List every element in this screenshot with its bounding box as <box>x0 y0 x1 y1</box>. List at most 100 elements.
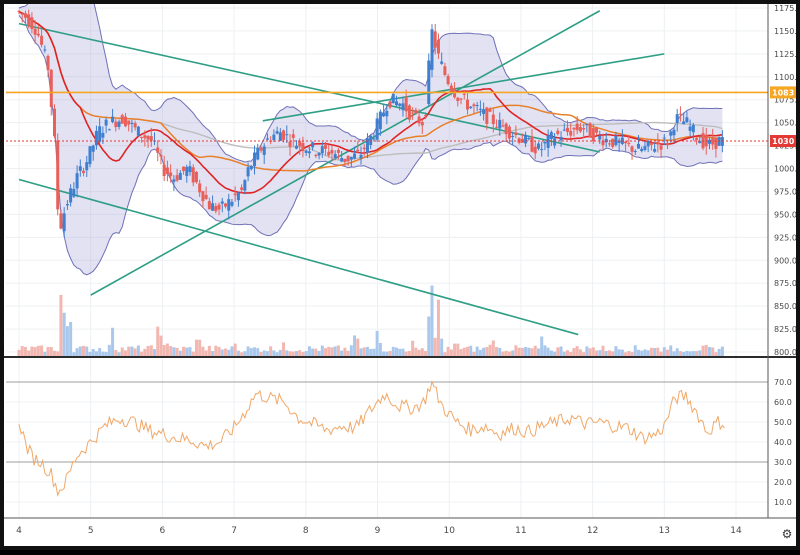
candle-body <box>682 121 686 125</box>
volume-bar <box>633 345 637 356</box>
candle-body <box>201 191 205 202</box>
candle-body <box>707 139 711 144</box>
volume-bar <box>211 350 215 356</box>
volume-bar <box>395 347 399 356</box>
candle-body <box>298 141 302 147</box>
candle-body <box>120 115 124 124</box>
volume-bar <box>649 347 653 356</box>
volume-bar <box>465 346 469 356</box>
candle-body <box>69 188 73 203</box>
volume-bar <box>614 346 618 356</box>
volume-bar <box>449 349 453 356</box>
volume-bar <box>336 345 340 356</box>
candle-body <box>446 76 450 85</box>
candle-body <box>672 129 676 136</box>
candle-body <box>324 145 328 149</box>
candle-body <box>514 132 518 136</box>
volume-bar <box>40 345 44 356</box>
volume-bar <box>517 347 521 356</box>
volume-bar <box>707 347 711 356</box>
candle-body <box>194 171 198 183</box>
volume-bar <box>611 351 615 356</box>
volume-bar <box>385 351 389 356</box>
y-tick-label: 875.0 <box>774 279 797 288</box>
candle-body <box>546 135 550 148</box>
candle-body <box>220 201 224 204</box>
volume-bar <box>607 350 611 356</box>
volume-bar <box>136 345 140 356</box>
volume-bar <box>111 327 115 356</box>
volume-bar <box>107 344 111 356</box>
trend-line <box>18 22 600 153</box>
settings-gear-icon[interactable]: ⚙ <box>782 527 793 541</box>
candle-body <box>117 121 121 127</box>
volume-bar <box>717 348 721 356</box>
candles <box>17 9 724 238</box>
candle-body <box>627 143 631 145</box>
x-tick-label: 6 <box>160 526 166 536</box>
volume-bar <box>407 351 411 356</box>
candle-body <box>569 130 573 136</box>
volume-bar <box>695 351 699 356</box>
volume-bar <box>659 351 663 356</box>
candle-body <box>646 140 650 147</box>
candle-body <box>52 108 56 137</box>
candle-body <box>82 170 86 174</box>
candle-body <box>443 66 447 75</box>
x-tick-label: 7 <box>231 526 237 536</box>
volume-bar <box>353 335 357 356</box>
volume-bar <box>627 351 631 356</box>
candle-body <box>65 204 69 206</box>
candle-body <box>259 147 263 151</box>
y-tick-label: 1125.0 <box>774 50 800 59</box>
volume-bar <box>362 347 366 356</box>
volume-bar <box>582 352 586 356</box>
volume-bar <box>262 350 266 356</box>
candle-body <box>85 162 89 171</box>
volume-bar <box>533 345 537 356</box>
candle-body <box>30 17 34 30</box>
candle-body <box>127 120 131 125</box>
y-tick-label: 925.0 <box>774 233 797 242</box>
volume-bar <box>185 347 189 356</box>
volume-bar <box>420 348 424 356</box>
trend-line <box>90 10 601 296</box>
candle-body <box>504 123 508 135</box>
candle-body <box>165 167 169 175</box>
candle-body <box>475 105 479 107</box>
volume-bar <box>175 347 179 356</box>
volume-bar <box>182 346 186 356</box>
candle-body <box>136 126 140 136</box>
volume-bar <box>94 351 98 356</box>
candle-body <box>382 112 386 117</box>
candle-body <box>314 154 318 156</box>
candle-body <box>191 167 195 183</box>
candle-body <box>420 122 424 126</box>
trend-line <box>18 178 579 336</box>
candle-body <box>227 199 231 211</box>
volume-bar <box>256 348 260 356</box>
candle-body <box>233 193 237 196</box>
volume-bar <box>588 348 592 356</box>
candle-body <box>595 127 599 133</box>
candle-body <box>175 175 179 181</box>
volume-bar <box>230 346 234 356</box>
candle-body <box>575 123 579 131</box>
volume-bar <box>453 343 457 356</box>
candle-body <box>704 134 708 147</box>
candle-body <box>23 13 27 18</box>
volume-bar <box>711 347 715 356</box>
candle-body <box>559 136 563 141</box>
volume-bar <box>488 344 492 356</box>
volume-bar <box>33 347 37 356</box>
volume-bar <box>498 347 502 356</box>
volume-bar <box>527 347 531 356</box>
candle-body <box>278 132 282 141</box>
volume-bar <box>446 346 450 356</box>
candle-body <box>533 146 537 154</box>
candle-body <box>307 151 311 154</box>
candle-body <box>714 138 718 149</box>
candle-body <box>104 119 108 126</box>
volume-bar <box>349 345 353 356</box>
candle-body <box>185 166 189 176</box>
